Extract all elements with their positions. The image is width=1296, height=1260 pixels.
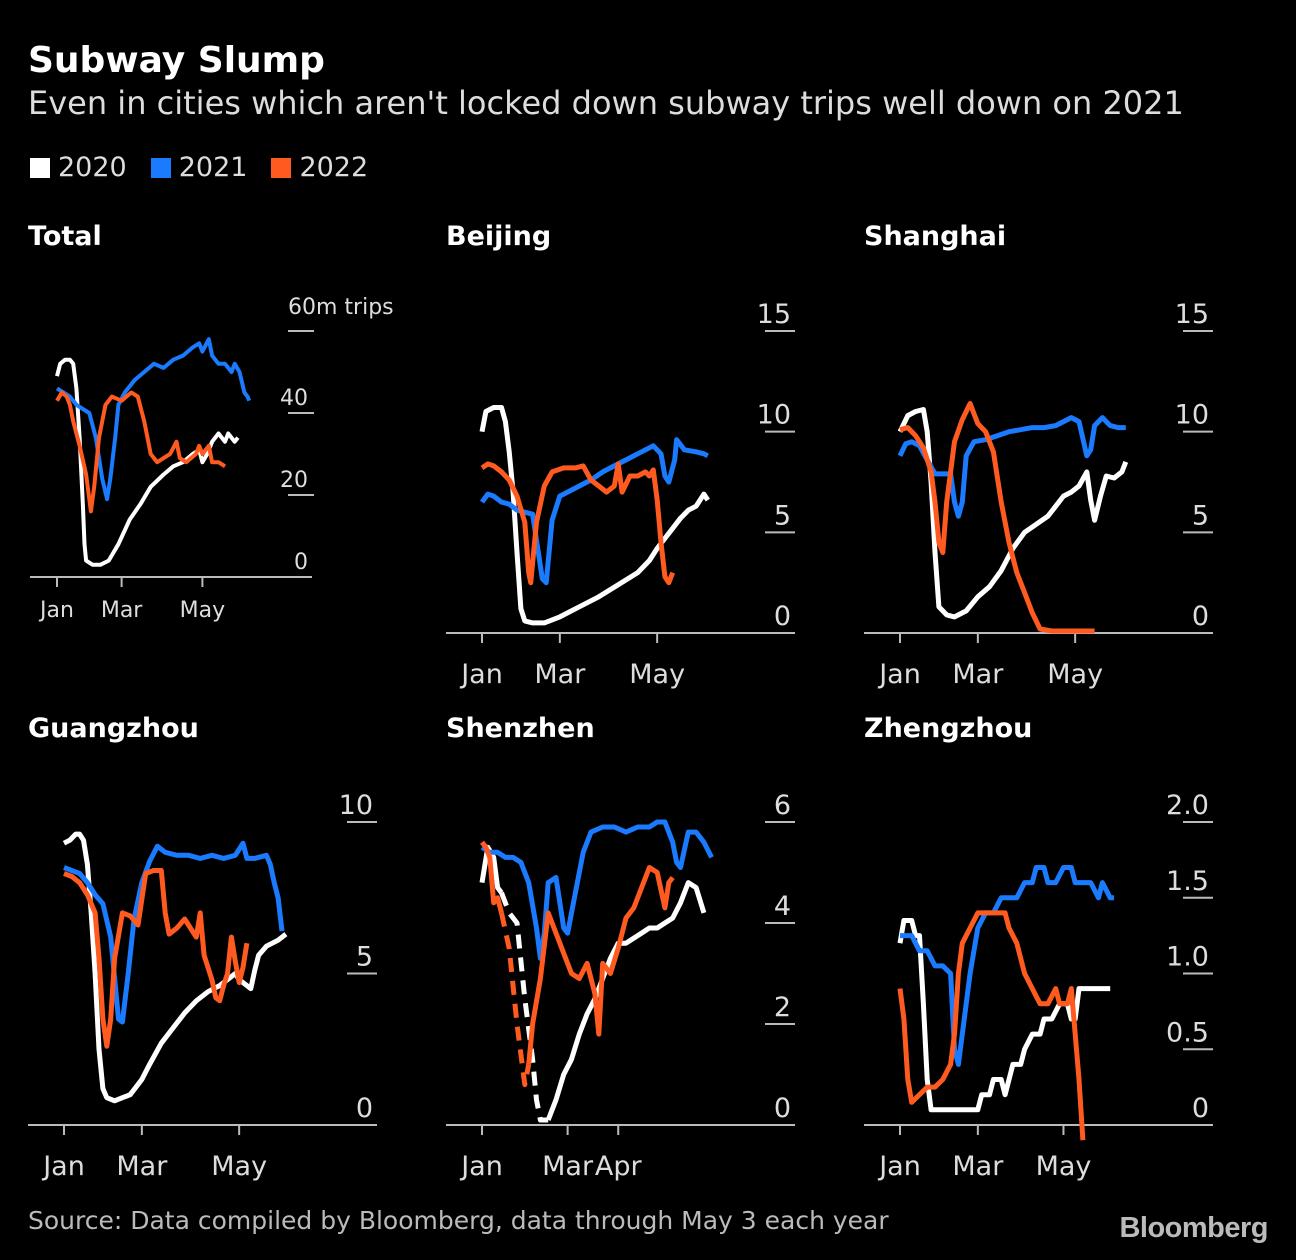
x-tick-label: May [180, 598, 225, 623]
series-line-2021 [480, 819, 714, 961]
y-tick-label: 5 [1192, 500, 1209, 531]
series-line-2020 [499, 891, 549, 1123]
legend-swatch-2020 [30, 157, 50, 178]
y-tick-label: 0 [1192, 1093, 1209, 1124]
bloomberg-logo: Bloomberg [1119, 1212, 1268, 1244]
legend: 2020 2021 2022 [30, 152, 368, 183]
series-line-2022 [499, 912, 532, 1088]
chart-title: Subway Slump [28, 40, 325, 81]
series-line-2020 [55, 357, 240, 567]
legend-label-2022: 2022 [299, 152, 369, 183]
source-note: Source: Data compiled by Bloomberg, data… [28, 1206, 889, 1235]
x-tick-label: Mar [542, 1151, 594, 1182]
x-tick-label: Jan [459, 1151, 503, 1182]
y-tick-label: 20 [280, 468, 308, 493]
x-tick-label: May [1047, 659, 1103, 690]
x-tick-label: Jan [41, 1151, 85, 1182]
panel-title: Guangzhou [28, 713, 199, 744]
x-tick-label: Mar [534, 659, 586, 690]
y-tick-label: 1.0 [1166, 942, 1209, 973]
y-tick-label: 6 [774, 790, 791, 821]
x-tick-label: Jan [877, 1151, 921, 1182]
legend-swatch-2022 [271, 157, 292, 178]
series-line-2022 [480, 461, 676, 586]
series-line-2020 [62, 831, 288, 1104]
unit-label: m trips [316, 295, 394, 320]
y-tick-label: 0 [774, 601, 791, 632]
series-line-2021 [900, 865, 1115, 1067]
panel-title: Shanghai [864, 221, 1006, 252]
y-tick-label: 60 [288, 295, 316, 320]
y-tick-label: 5 [774, 500, 791, 531]
panel-zhengzhou: Zhengzhou 0 0.5 1.0 1.5 2.0 Jan Mar May [864, 713, 1213, 1182]
series-line-2020 [479, 844, 504, 895]
x-tick-label: May [629, 659, 685, 690]
series-line-2022 [55, 390, 227, 514]
y-tick-label: 1.5 [1166, 866, 1209, 897]
series-line-2022 [480, 840, 504, 914]
x-tick-label: Apr [595, 1151, 643, 1182]
y-tick-label: 2.0 [1166, 790, 1209, 821]
panel-shanghai: Shanghai 0 5 10 15 Jan Mar May [864, 221, 1213, 690]
panel-title: Beijing [446, 221, 551, 252]
y-tick-label: 15 [757, 299, 791, 330]
x-tick-label: Jan [38, 598, 74, 623]
y-tick-label: 40 [280, 386, 308, 411]
x-tick-label: Jan [459, 659, 503, 690]
panel-title: Total [28, 221, 102, 252]
panel-total: Total 0 20 40 60 m trips Jan Mar May [28, 221, 394, 623]
series-line-2021 [55, 337, 252, 502]
y-tick-label: 0 [774, 1093, 791, 1124]
legend-item-2020: 2020 [30, 152, 127, 183]
y-tick-label: 0.5 [1166, 1017, 1209, 1048]
y-tick-label: 10 [339, 790, 373, 821]
series-line-2020 [545, 880, 707, 1121]
y-tick-label: 10 [1175, 400, 1209, 431]
y-tick-label: 2 [774, 992, 791, 1023]
panel-guangzhou: Guangzhou 0 5 10 Jan Mar May [28, 713, 377, 1182]
series-line-2022 [526, 865, 675, 1065]
series-line-2021 [63, 840, 285, 1025]
x-tick-label: May [1036, 1151, 1092, 1182]
panel-beijing: Beijing 0 5 10 15 Jan Mar May [446, 221, 795, 690]
legend-swatch-2021 [150, 157, 171, 178]
legend-item-2021: 2021 [150, 152, 248, 183]
series-line-2022 [899, 401, 1095, 634]
y-tick-label: 4 [774, 891, 791, 922]
series-line-2020 [479, 405, 710, 626]
panel-title: Zhengzhou [864, 713, 1032, 744]
y-tick-label: 0 [356, 1093, 373, 1124]
x-tick-label: Mar [101, 598, 143, 623]
series-line-2022 [63, 868, 250, 1049]
x-tick-label: Mar [952, 659, 1004, 690]
chart-subtitle: Even in cities which aren't locked down … [28, 84, 1184, 122]
legend-label-2020: 2020 [58, 152, 127, 183]
panel-shenzhen: Shenzhen 0 2 4 6 Jan Mar Apr [446, 713, 795, 1182]
y-tick-label: 10 [757, 400, 791, 431]
y-tick-label: 0 [294, 550, 308, 575]
x-tick-label: May [211, 1151, 267, 1182]
x-tick-label: Mar [116, 1151, 168, 1182]
series-line-2022 [897, 910, 1086, 1141]
y-tick-label: 15 [1175, 299, 1209, 330]
panel-title: Shenzhen [446, 713, 595, 744]
x-tick-label: Mar [952, 1151, 1004, 1182]
x-tick-label: Jan [877, 659, 921, 690]
y-tick-label: 0 [1192, 601, 1209, 632]
legend-item-2022: 2022 [271, 152, 368, 183]
y-tick-label: 5 [356, 942, 373, 973]
series-line-2021 [897, 415, 1126, 519]
legend-label-2021: 2021 [178, 152, 248, 183]
